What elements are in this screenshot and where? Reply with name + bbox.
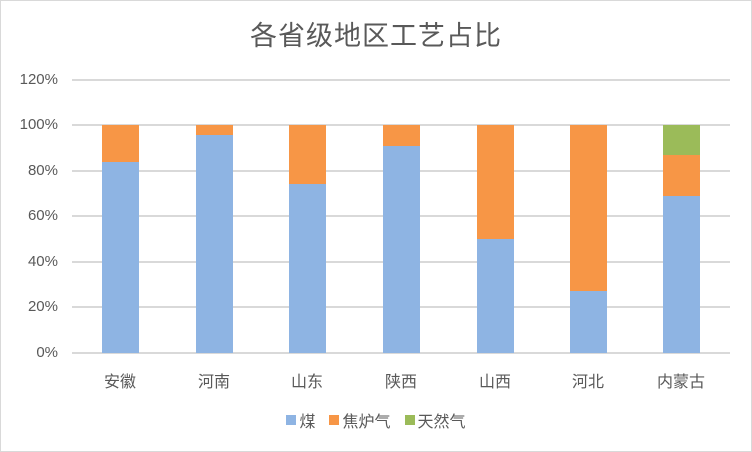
legend-label: 天然气 [417, 412, 466, 431]
bar-segment-煤[interactable] [569, 291, 607, 353]
x-tick-label: 河南 [197, 372, 230, 391]
legend-swatch-icon [329, 415, 340, 425]
bar-segment-煤[interactable] [101, 161, 139, 353]
y-tick-label: 120% [19, 71, 58, 88]
legend-item[interactable]: 天然气 [404, 408, 466, 432]
x-tick-label: 山西 [478, 372, 511, 391]
gridline [72, 124, 730, 127]
bar-segment-焦炉气[interactable] [662, 154, 700, 196]
y-tick-label: 80% [27, 161, 58, 179]
legend-item[interactable]: 焦炉气 [329, 408, 391, 432]
bar-segment-焦炉气[interactable] [476, 125, 514, 239]
legend-label: 煤 [299, 412, 316, 431]
bar-segment-天然气[interactable] [662, 125, 700, 155]
bar-河北[interactable] [569, 80, 607, 353]
y-tick-label: 60% [27, 207, 58, 225]
gridline [72, 79, 730, 81]
bar-segment-焦炉气[interactable] [569, 125, 607, 292]
legend-label: 焦炉气 [342, 412, 391, 431]
gridline [72, 351, 730, 354]
bar-segment-煤[interactable] [288, 184, 326, 353]
y-tick-label: 0% [36, 343, 58, 361]
x-tick-label: 河北 [571, 372, 604, 391]
x-tick-label: 陕西 [384, 372, 417, 391]
plot-area [72, 79, 730, 354]
bar-segment-焦炉气[interactable] [288, 125, 326, 185]
bar-segment-焦炉气[interactable] [195, 125, 233, 135]
bar-山东[interactable] [288, 80, 326, 353]
x-tick-label: 山东 [290, 372, 323, 391]
bar-segment-焦炉气[interactable] [101, 125, 139, 162]
y-tick-label: 40% [27, 252, 58, 270]
bar-山西[interactable] [476, 80, 514, 353]
bar-segment-焦炉气[interactable] [382, 125, 420, 146]
bar-segment-煤[interactable] [476, 238, 514, 353]
bar-segment-煤[interactable] [195, 134, 233, 353]
legend-swatch-icon [404, 415, 415, 425]
bar-内蒙古[interactable] [662, 80, 700, 353]
bar-安徽[interactable] [101, 80, 139, 353]
bar-segment-煤[interactable] [662, 195, 700, 353]
bar-segment-煤[interactable] [382, 145, 420, 353]
legend-swatch-icon [286, 415, 297, 425]
bar-河南[interactable] [195, 80, 233, 353]
legend: 煤 焦炉气 天然气 [0, 408, 752, 432]
bar-陕西[interactable] [382, 80, 420, 353]
chart-title: 各省级地区工艺占比 [250, 21, 502, 52]
x-tick-label: 内蒙古 [656, 372, 705, 391]
y-tick-label: 20% [27, 298, 58, 316]
legend-item[interactable]: 煤 [286, 408, 315, 432]
x-tick-label: 安徽 [103, 372, 136, 391]
y-tick-label: 100% [19, 116, 58, 134]
